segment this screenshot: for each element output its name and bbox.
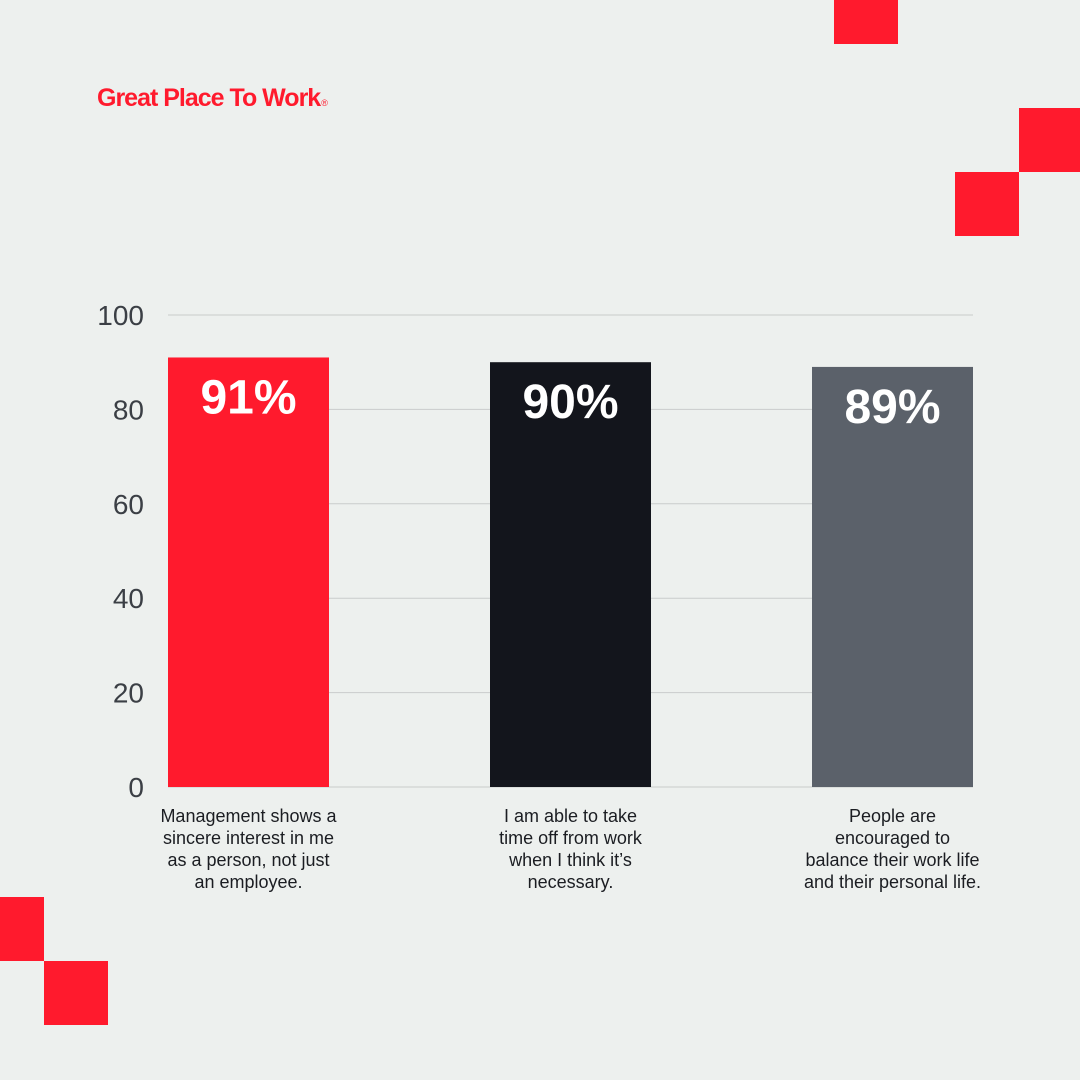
decor-square [955,172,1019,236]
category-label-line: an employee. [194,872,303,892]
decor-square [44,961,108,1025]
decor-square [1019,108,1080,172]
brand-logo: Great Place To Work® [97,84,328,113]
bar-value-label: 91% [200,371,296,424]
y-tick-label: 40 [113,583,144,614]
category-label-line: when I think it’s [509,850,632,870]
y-tick-label: 60 [113,489,144,520]
registered-mark: ® [321,98,328,108]
category-label-line: time off from work [499,828,642,848]
bar-value-label: 90% [522,376,618,429]
y-tick-label: 0 [128,772,144,803]
x-category-label: I am able to take time off from work when … [456,805,686,893]
y-tick-label: 100 [97,300,144,331]
bar [812,366,973,787]
category-label-line: and their personal life. [803,872,982,892]
y-tick-label: 80 [113,394,144,425]
category-label-line: as a person, not just [167,850,330,870]
category-label-line: sincere interest in me [162,828,335,848]
y-tick-label: 20 [113,678,144,709]
x-category-label: Management shows a sincere interest in me… [134,805,364,893]
category-label-line: necessary. [527,872,614,892]
category-label-line: encouraged to [834,828,951,848]
bar [490,362,651,787]
decor-square [0,897,44,961]
bar-value-label: 89% [844,381,940,434]
category-label-line: People are [848,806,937,826]
category-label-line: I am able to take [503,806,638,826]
x-category-label: People are encouraged to balance their wor… [778,805,1008,893]
category-label-line: Management shows a [160,806,337,826]
decor-square [834,0,898,44]
category-label-line: balance their work life [805,850,980,870]
brand-name: Great Place To Work [97,84,321,112]
bar [168,357,329,787]
